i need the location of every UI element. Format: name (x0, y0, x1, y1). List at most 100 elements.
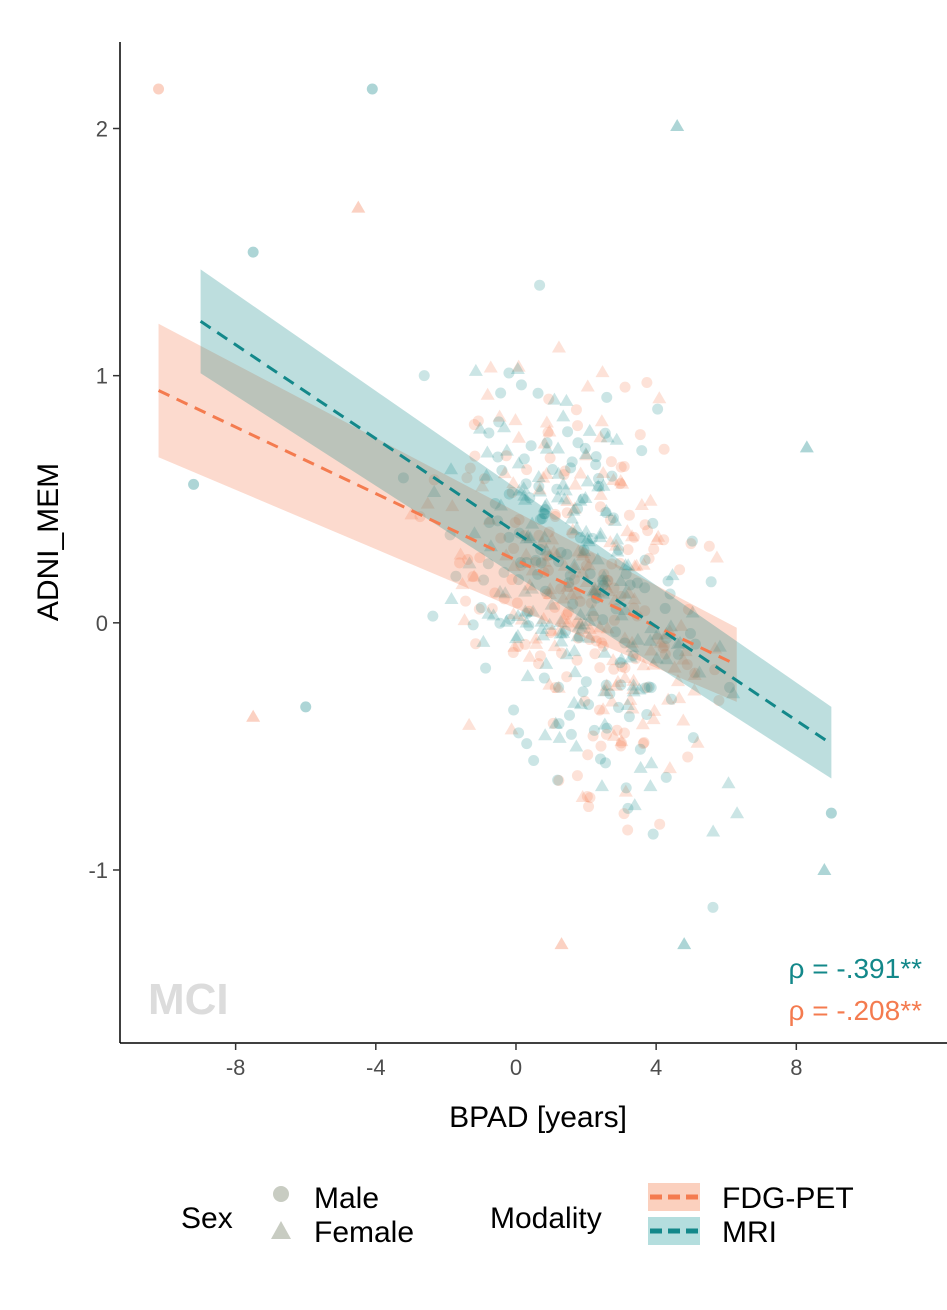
scatter-point (677, 937, 692, 950)
scatter-point (555, 546, 567, 558)
scatter-point (659, 602, 671, 614)
scatter-point (570, 629, 585, 642)
scatter-point (541, 588, 553, 600)
scatter-point (462, 717, 477, 730)
scatter-point (580, 474, 595, 487)
regression-line-mri (199, 320, 833, 746)
scatter-point (508, 704, 520, 716)
scatter-point (599, 678, 614, 691)
scatter-point (569, 739, 584, 752)
scatter-point (643, 681, 655, 693)
scatter-point (519, 547, 534, 560)
scatter-point (543, 582, 558, 595)
scatter-point (630, 632, 645, 645)
scatter-point (686, 535, 698, 547)
scatter-point (712, 639, 727, 652)
x-tick-label: 4 (650, 1055, 662, 1080)
scatter-point (627, 798, 642, 811)
scatter-point (724, 681, 736, 693)
scatter-point (626, 678, 641, 691)
scatter-point (558, 483, 573, 496)
scatter-point (651, 632, 663, 644)
scatter-point (549, 682, 561, 694)
scatter-point (351, 200, 366, 213)
scatter-point (599, 503, 614, 516)
scatter-point (687, 668, 702, 681)
scatter-point (513, 514, 525, 526)
scatter-point (529, 636, 544, 649)
scatter-point (620, 698, 635, 711)
scatter-point (650, 627, 665, 640)
scatter-point (553, 775, 565, 787)
scatter-point (508, 413, 523, 426)
scatter-point (614, 657, 626, 669)
scatter-point (639, 519, 651, 531)
scatter-point (556, 477, 571, 490)
scatter-point (551, 340, 566, 353)
scatter-point (587, 585, 602, 598)
scatter-point (618, 461, 630, 473)
scatter-point (544, 452, 556, 464)
scatter-point (622, 544, 634, 556)
scatter-point (246, 709, 261, 722)
scatter-point (604, 694, 619, 707)
scatter-point (618, 784, 633, 797)
scatter-point (678, 644, 693, 657)
scatter-point (566, 456, 578, 468)
scatter-point (591, 479, 606, 492)
scatter-points (397, 279, 745, 913)
scatter-point (674, 618, 689, 631)
scatter-point (536, 628, 551, 641)
scatter-point (825, 807, 837, 819)
scatter-point (567, 644, 582, 657)
scatter-point (545, 627, 557, 639)
scatter-point (614, 734, 629, 747)
scatter-point (470, 638, 482, 650)
scatter-point (600, 621, 615, 634)
scatter-point (609, 538, 624, 551)
scatter-point (462, 556, 477, 569)
scatter-point (534, 513, 546, 525)
scatter-point (577, 544, 592, 557)
scatter-point (579, 448, 594, 461)
scatter-point (618, 586, 633, 599)
scatter-point (590, 451, 602, 463)
scatter-point (641, 709, 653, 721)
scatter-point (579, 695, 591, 707)
scatter-point (706, 824, 721, 837)
scatter-point (667, 660, 682, 673)
scatter-point (597, 717, 612, 730)
scatter-point (665, 568, 680, 581)
scatter-point (569, 521, 584, 534)
scatter-point (721, 776, 736, 789)
scatter-point (628, 531, 640, 543)
scatter-point (647, 703, 662, 716)
scatter-point (539, 656, 554, 669)
scatter-point (563, 709, 575, 721)
scatter-point (511, 456, 526, 469)
scatter-point (518, 604, 533, 617)
scatter-point (590, 635, 602, 647)
scatter-point (641, 682, 653, 694)
scatter-point (649, 533, 664, 546)
scatter-point (188, 478, 200, 490)
scatter-point (614, 557, 626, 569)
scatter-point (562, 426, 574, 438)
scatter-point (475, 479, 490, 492)
scatter-point (521, 464, 533, 476)
scatter-point (626, 681, 641, 694)
scatter-point (590, 552, 605, 565)
scatter-point (590, 585, 605, 598)
scatter-point (472, 421, 487, 434)
scatter-point (615, 461, 627, 473)
scatter-point (573, 631, 585, 643)
scatter-point (483, 360, 498, 373)
scatter-point (428, 474, 440, 486)
scatter-point (480, 662, 492, 674)
scatter-point (676, 713, 691, 726)
legend-male-label: Male (314, 1182, 379, 1215)
scatter-point (558, 469, 570, 481)
scatter-point (584, 792, 596, 804)
scatter-point (670, 119, 685, 132)
scatter-point (649, 651, 664, 664)
